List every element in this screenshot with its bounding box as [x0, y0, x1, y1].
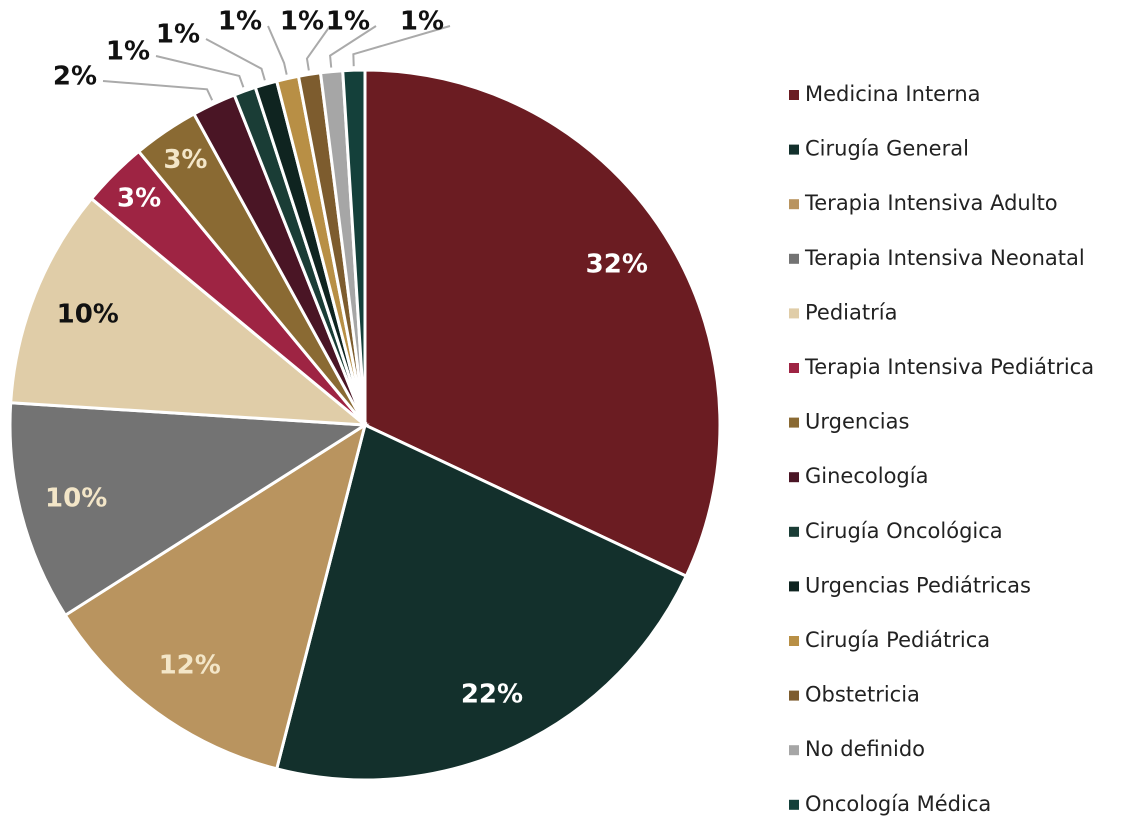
pie-slice: [341, 68, 367, 426]
legend-swatch: [789, 417, 799, 428]
legend-swatch: [789, 526, 799, 537]
pie-slice: [9, 196, 370, 427]
leader-line: [102, 80, 214, 101]
legend-label: Pediatría: [805, 300, 897, 324]
legend-swatch: [789, 253, 799, 264]
legend-label: Terapia Intensiva Pediátrica: [804, 355, 1094, 379]
legend-label: Medicina Interna: [805, 82, 981, 106]
data-label: 22%: [461, 679, 523, 709]
data-label: 10%: [45, 484, 107, 514]
legend-swatch: [789, 745, 799, 756]
data-label: 1%: [400, 7, 444, 37]
legend-swatch: [789, 636, 799, 646]
data-label: 12%: [159, 651, 221, 681]
data-label: 3%: [117, 184, 161, 214]
data-label: 1%: [218, 7, 262, 37]
legend-swatch: [789, 472, 799, 483]
legend-swatch: [789, 199, 799, 210]
legend-label: Urgencias: [805, 410, 909, 434]
legend-label: Ginecología: [805, 464, 928, 488]
legend-label: Obstetricia: [805, 683, 920, 707]
leader-line: [352, 25, 451, 67]
data-label: 3%: [163, 145, 207, 175]
leader-line: [205, 38, 266, 81]
legend-label: No definido: [805, 737, 925, 761]
data-label: 10%: [57, 300, 119, 330]
legend-label: Cirugía Pediátrica: [805, 628, 990, 652]
legend-swatch: [789, 363, 799, 373]
legend-swatch: [789, 90, 799, 100]
data-label: 32%: [586, 250, 648, 280]
pie-slice: [274, 422, 689, 782]
legend-label: Terapia Intensiva Adulto: [804, 191, 1058, 215]
legend-label: Cirugía Oncológica: [805, 519, 1003, 543]
legend-swatch: [789, 308, 799, 319]
legend-swatch: [789, 144, 799, 155]
legend-swatch: [789, 581, 799, 592]
data-label: 1%: [280, 7, 324, 37]
legend-label: Oncología Médica: [805, 792, 991, 816]
leader-line: [329, 25, 377, 68]
data-label: 2%: [53, 62, 97, 92]
leader-line: [267, 25, 288, 75]
leader-line: [155, 55, 245, 88]
legend-label: Urgencias Pediátricas: [805, 573, 1031, 597]
legend-swatch: [789, 799, 799, 810]
data-label: 1%: [156, 20, 200, 50]
legend-label: Terapia Intensiva Neonatal: [804, 246, 1085, 270]
data-label: 1%: [106, 37, 150, 67]
data-label: 1%: [326, 7, 370, 37]
legend-label: Cirugía General: [805, 137, 969, 161]
pie-slice: [363, 68, 722, 579]
pie-slice: [63, 421, 368, 771]
leader-line: [305, 25, 331, 71]
pie-slice: [8, 401, 370, 618]
legend-swatch: [789, 690, 799, 701]
